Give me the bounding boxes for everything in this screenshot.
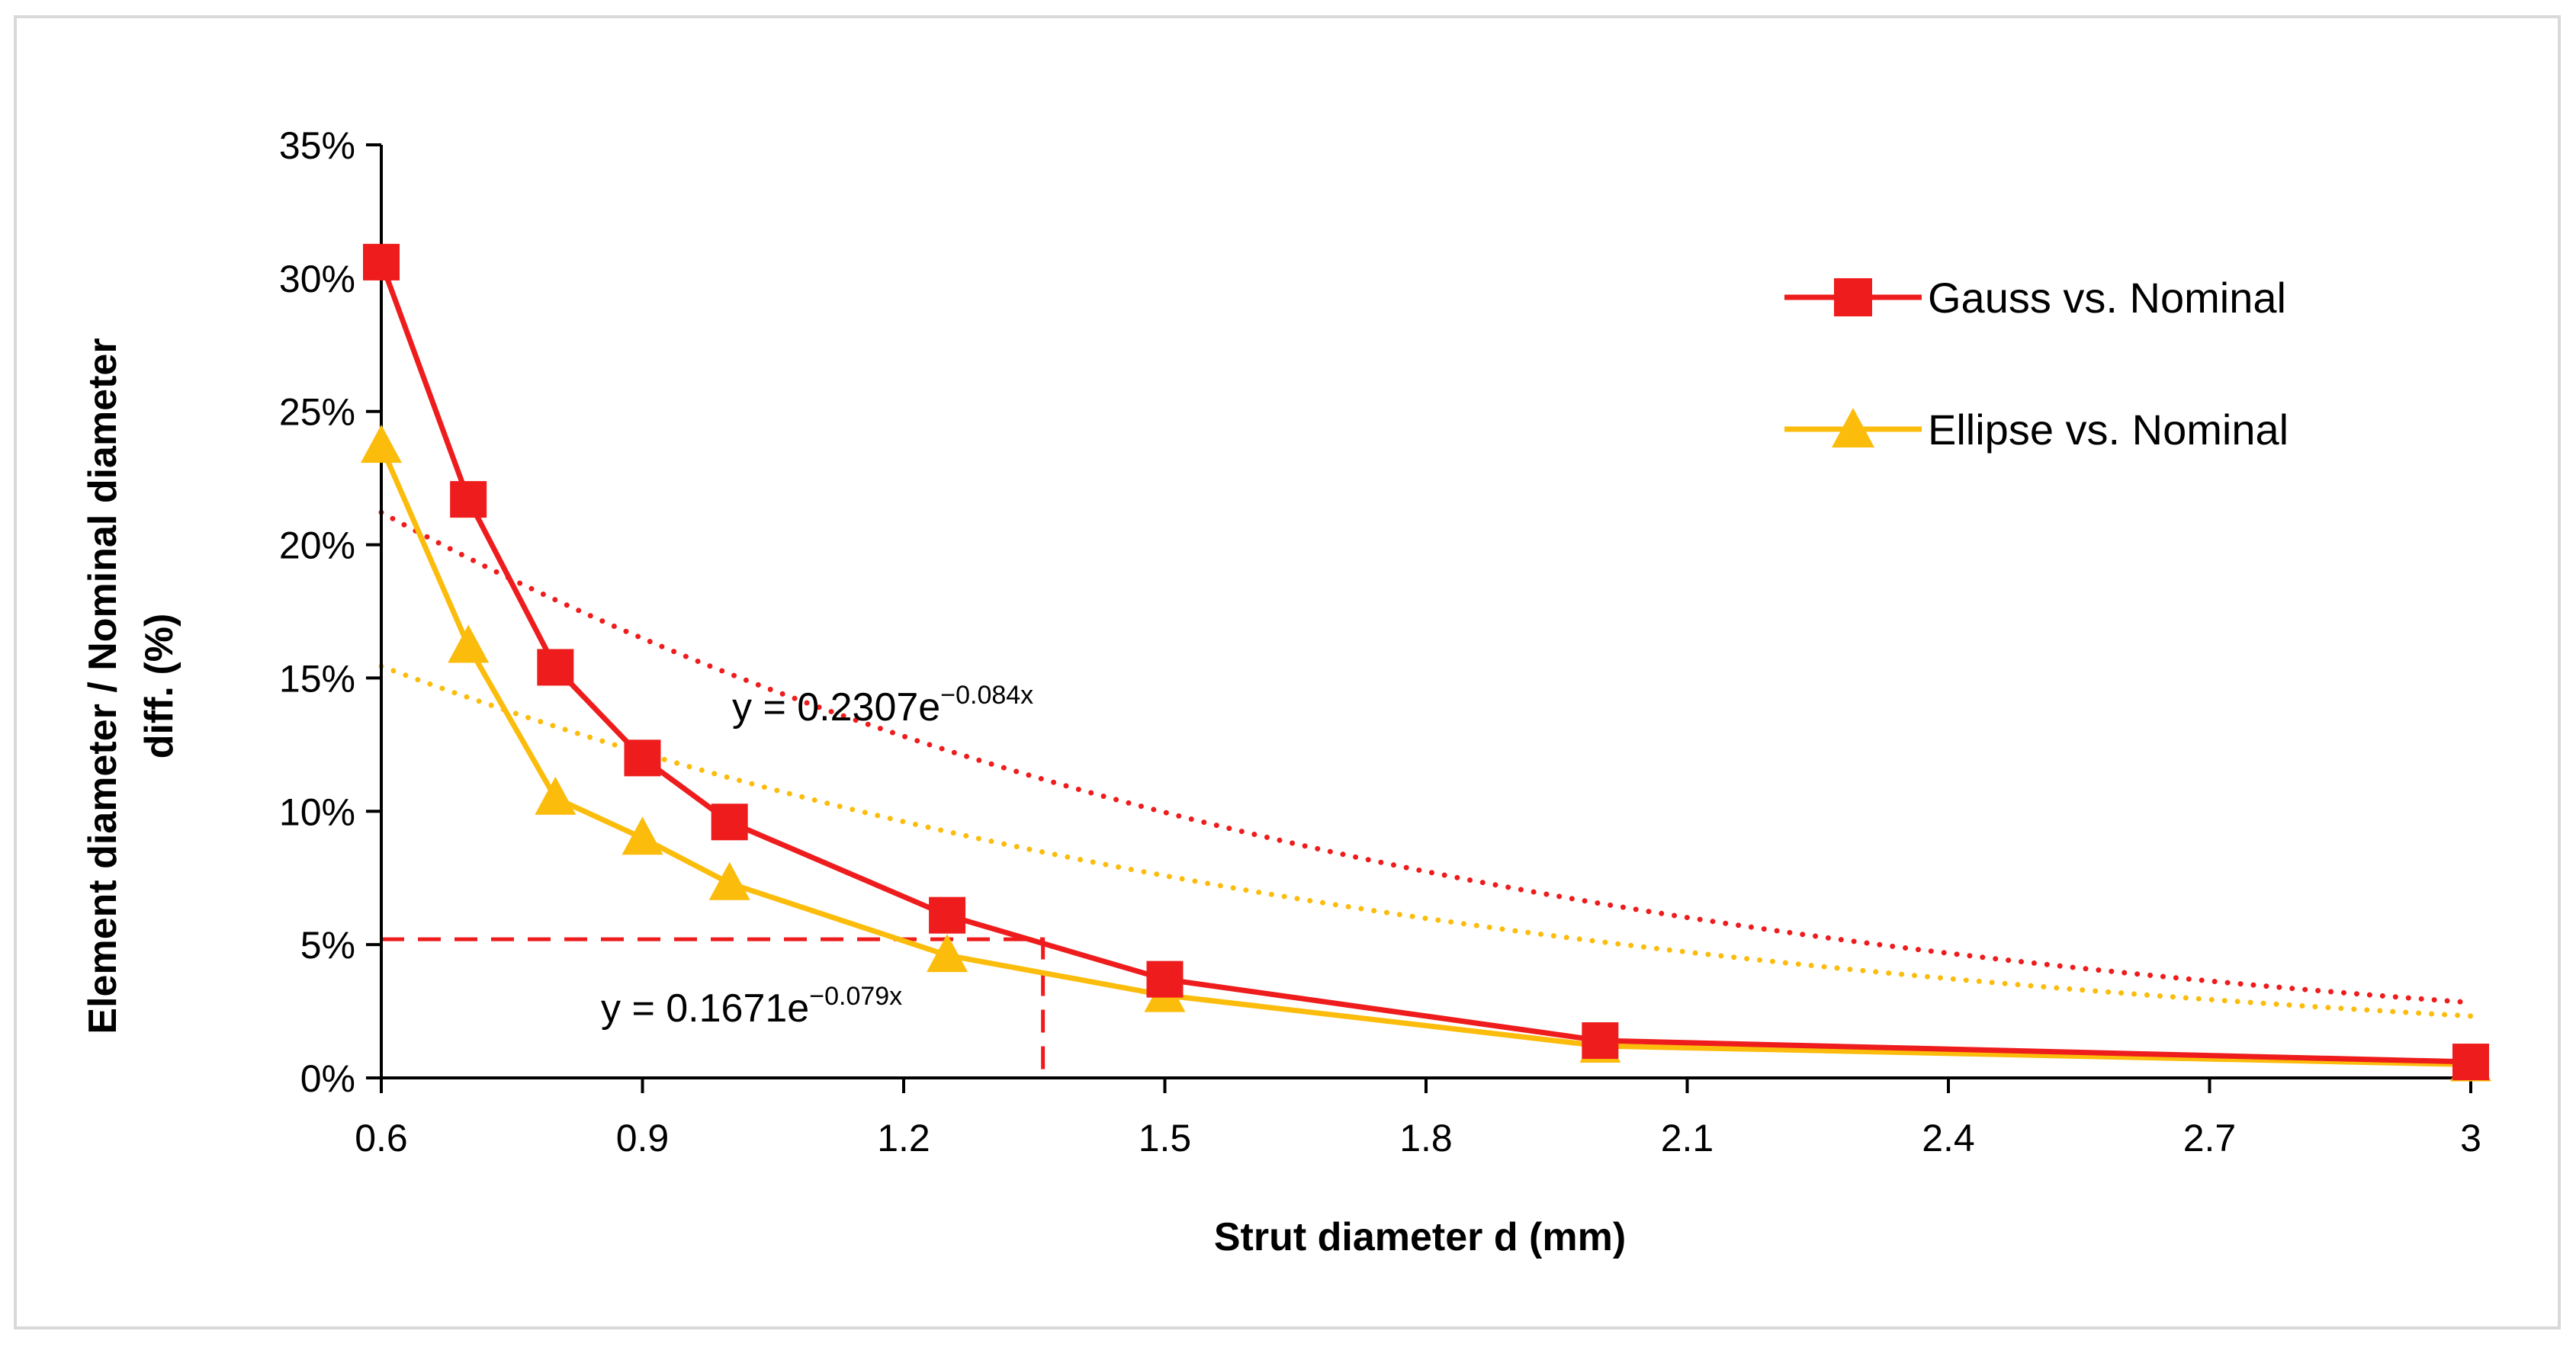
data-point-gauss (1582, 1022, 1619, 1060)
x-tick-label: 2.7 (2183, 1117, 2237, 1159)
x-tick-label: 1.2 (877, 1117, 930, 1159)
trendline-equation-ellipse: y = 0.1671e−0.079x (601, 982, 902, 1031)
x-tick-label: 3 (2460, 1117, 2481, 1159)
data-point-gauss (929, 896, 966, 934)
trendline-equation-gauss: y = 0.2307e−0.084x (732, 681, 1033, 730)
legend-label-gauss: Gauss vs. Nominal (1928, 274, 2286, 322)
annotation-layer (381, 937, 1045, 1078)
x-tick-label: 2.1 (1661, 1117, 1714, 1159)
y-tick-label: 15% (279, 657, 355, 700)
data-point-gauss (711, 803, 748, 841)
y-axis-title-line1: Element diameter / Nominal diameter (81, 338, 125, 1034)
y-axis-title-line2: diff. (%) (137, 614, 181, 759)
dashed-reference-line (381, 937, 1045, 1078)
data-point-ellipse (927, 934, 968, 973)
x-tick-label: 1.8 (1399, 1117, 1453, 1159)
x-tick-label: 1.5 (1139, 1117, 1192, 1159)
x-axis-title: Strut diameter d (mm) (1214, 1215, 1626, 1259)
data-point-ellipse (622, 816, 663, 855)
x-tick-label: 0.9 (616, 1117, 670, 1159)
equation-layer: y = 0.2307e−0.084x y = 0.1671e−0.079x (601, 681, 1033, 1031)
marker-layer (361, 243, 2491, 1082)
data-point-ellipse (535, 776, 577, 815)
data-point-gauss (537, 649, 574, 686)
trendline-gauss (378, 509, 2474, 1005)
legend-label-ellipse: Ellipse vs. Nominal (1928, 406, 2289, 454)
legend-square-marker (1834, 278, 1872, 316)
y-axis-title: Element diameter / Nominal diameter diff… (81, 338, 181, 1034)
x-tick-label: 0.6 (355, 1117, 408, 1159)
legend-triangle-marker (1832, 408, 1874, 447)
y-tick-label: 10% (279, 791, 355, 833)
trendline-layer (378, 509, 2474, 1019)
data-point-gauss (624, 739, 661, 777)
data-point-ellipse (361, 425, 402, 463)
chart-frame (14, 15, 2561, 1329)
data-point-gauss (1146, 961, 1184, 998)
legend: Gauss vs. Nominal Ellipse vs. Nominal (1784, 274, 2289, 454)
data-point-gauss (2452, 1044, 2489, 1081)
y-tick-label: 20% (279, 524, 355, 567)
y-tick-label: 5% (300, 924, 355, 967)
y-tick-label: 25% (279, 391, 355, 434)
legend-item-gauss: Gauss vs. Nominal (1784, 274, 2286, 322)
data-point-ellipse (448, 624, 490, 663)
legend-item-ellipse: Ellipse vs. Nominal (1784, 406, 2289, 454)
data-point-gauss (363, 243, 400, 281)
axes-layer: 0% 5% 10% 15% 20% 25% 30% 35% 0.6 0.9 1.2 1.5 1.8 2.1… (279, 124, 2481, 1159)
y-tick-label: 30% (279, 258, 355, 300)
data-point-ellipse (708, 861, 750, 900)
trendline-ellipse (378, 663, 2474, 1019)
x-tick-label: 2.4 (1922, 1117, 1975, 1159)
data-point-gauss (450, 481, 487, 518)
y-tick-label: 0% (300, 1057, 355, 1100)
y-tick-label: 35% (279, 124, 355, 167)
